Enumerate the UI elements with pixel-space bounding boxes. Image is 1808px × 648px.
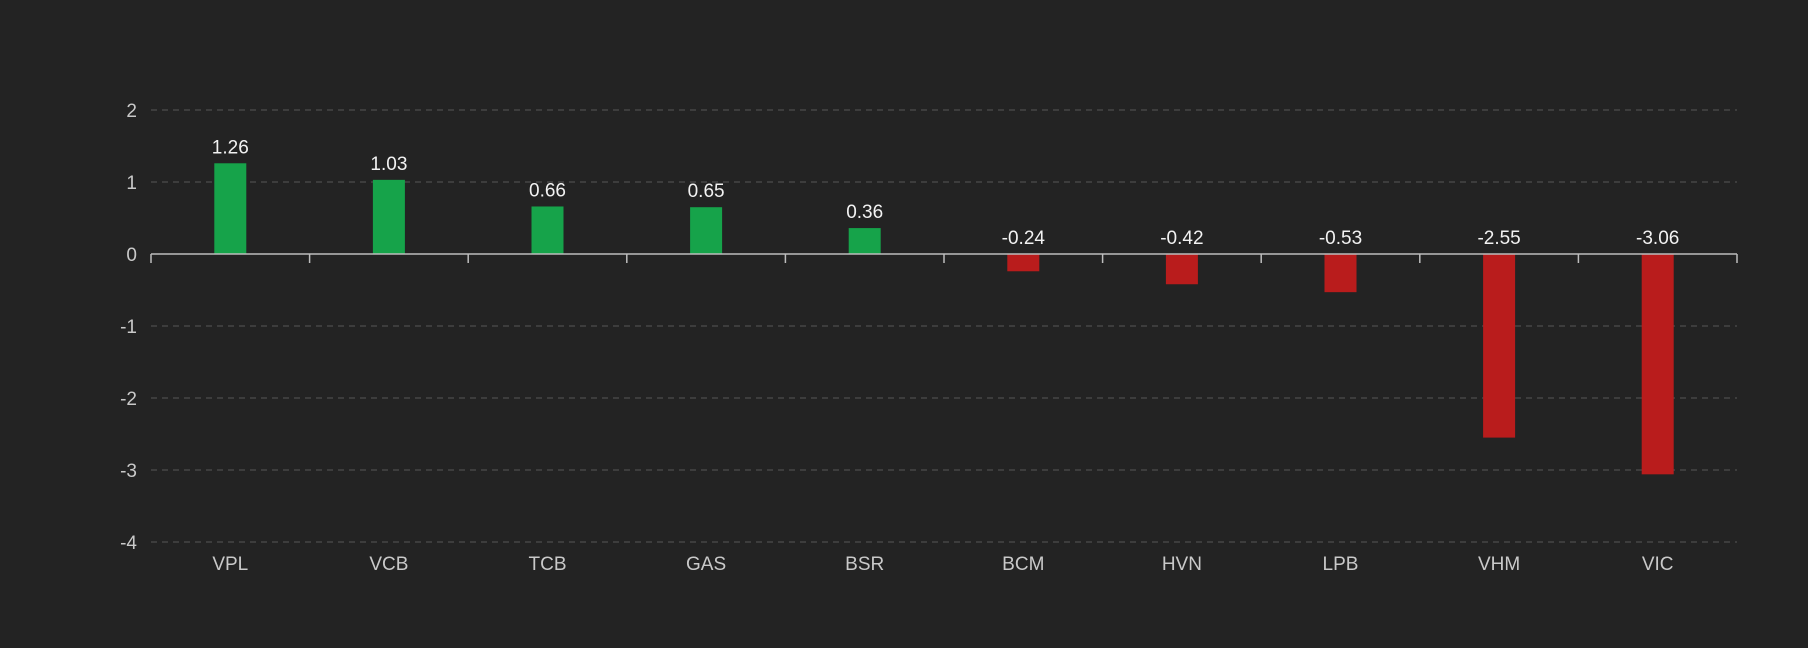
y-tick-label: -3	[120, 461, 137, 482]
bar-tcb	[531, 206, 564, 254]
data-label: -0.53	[1319, 228, 1362, 249]
x-tick-label: GAS	[686, 554, 726, 575]
y-axis-ticks: 2 1 0 -1 -2 -3 -4	[120, 101, 137, 554]
x-tick-label: VIC	[1642, 554, 1674, 575]
y-tick-label: -1	[120, 317, 137, 338]
data-label: -2.55	[1477, 228, 1520, 249]
x-axis-labels: VPL VCB TCB GAS BSR BCM HVN LPB VHM VIC	[212, 554, 1673, 575]
y-tick-label: 1	[126, 173, 137, 194]
data-label: -0.24	[1002, 228, 1046, 249]
bar-vpl	[214, 163, 247, 254]
gridlines	[151, 109, 1737, 543]
bar-bcm	[1007, 254, 1040, 272]
data-label: 0.66	[529, 180, 566, 201]
data-label: 1.26	[212, 137, 249, 158]
bar-vic	[1641, 254, 1674, 475]
bar-vcb	[372, 179, 405, 254]
y-tick-label: 0	[126, 245, 137, 266]
bar-vhm	[1483, 254, 1516, 438]
x-tick-label: VPL	[212, 554, 248, 575]
data-labels: 1.26 1.03 0.66 0.65 0.36 -0.24 -0.42 -0.53 -2.55…	[212, 137, 1680, 249]
y-tick-label: -4	[120, 533, 137, 554]
x-tick-label: VCB	[369, 554, 408, 575]
data-label: -0.42	[1160, 228, 1203, 249]
bar-hvn	[1165, 254, 1198, 285]
x-axis	[150, 253, 1738, 263]
x-tick-label: LPB	[1323, 554, 1359, 575]
bars	[214, 163, 1674, 475]
y-tick-label: -2	[120, 389, 137, 410]
data-label: -3.06	[1636, 228, 1679, 249]
x-tick-label: HVN	[1162, 554, 1202, 575]
x-tick-label: BSR	[845, 554, 884, 575]
bar-bsr	[848, 228, 881, 254]
x-tick-label: BCM	[1002, 554, 1044, 575]
data-label: 1.03	[370, 154, 407, 175]
y-tick-label: 2	[126, 101, 137, 122]
bar-gas	[690, 207, 723, 254]
data-label: 0.65	[688, 181, 725, 202]
x-tick-label: VHM	[1478, 554, 1520, 575]
data-label: 0.36	[846, 202, 883, 223]
x-tick-label: TCB	[529, 554, 567, 575]
bar-lpb	[1324, 254, 1357, 293]
